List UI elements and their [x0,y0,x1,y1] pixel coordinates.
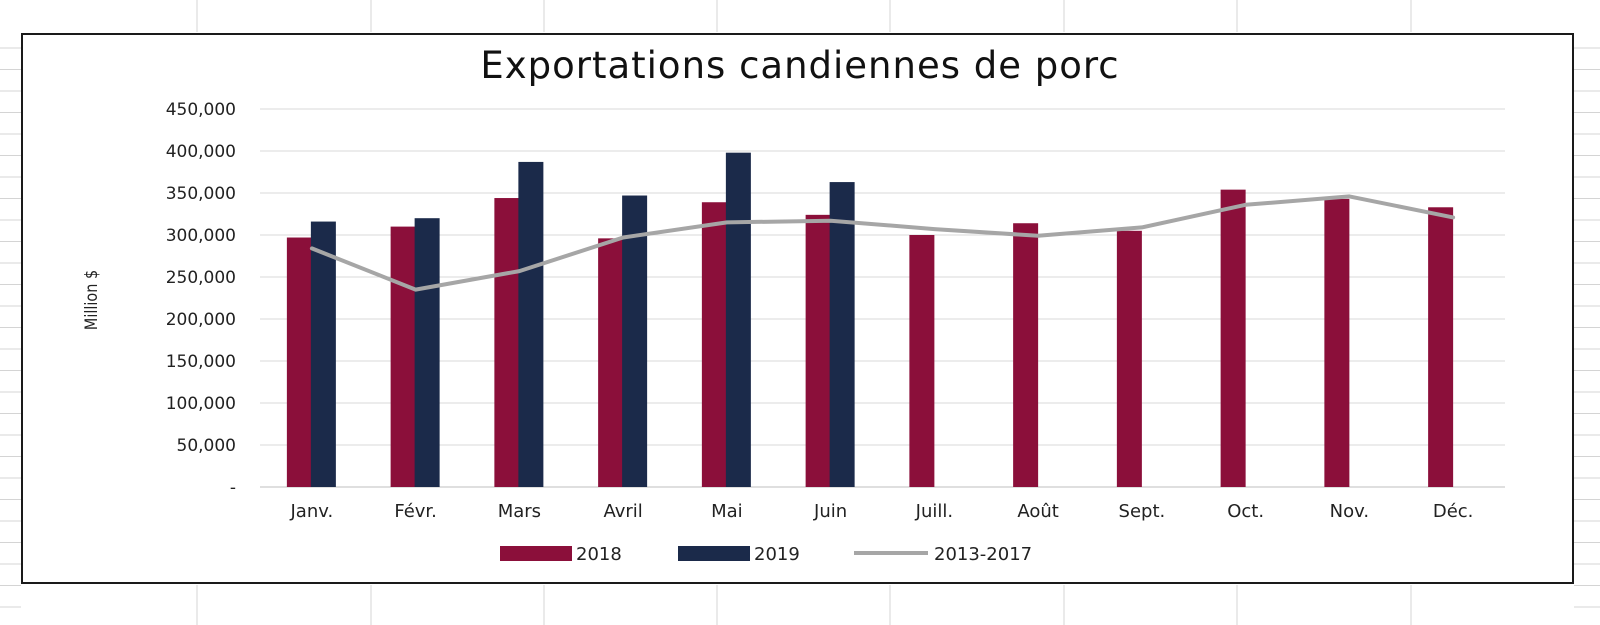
bar-2018 [1428,207,1454,487]
y-tick-label: - [230,478,236,498]
x-tick-label: Mars [498,501,541,522]
bar-2018 [1013,223,1039,488]
x-tick-label: Sept. [1119,501,1166,522]
bar-2018 [598,238,624,487]
x-tick-label: Janv. [290,501,334,522]
line-2013-2017 [309,194,1456,292]
bar-2018 [494,198,520,488]
y-axis-label-group: Million $ [81,270,101,330]
x-tick-label: Avril [603,501,642,522]
x-tick-label: Févr. [394,501,437,522]
bar-2018 [1220,189,1246,487]
y-tick-label: 50,000 [177,436,236,456]
y-tick-label: 150,000 [166,352,236,372]
y-axis-tick-labels: - 50,000 100,000 150,000 200,000 250,000 300,0… [166,100,236,498]
x-axis-tick-labels: Janv. Févr. Mars Avril Mai Juin Juill. Août Sept… [290,501,1474,522]
bar-2019 [829,182,855,487]
legend-swatch [500,546,572,561]
x-tick-label: Mai [711,501,743,522]
chart-frame[interactable] [21,33,1574,584]
bar-2018 [701,202,727,488]
y-tick-label: 200,000 [166,310,236,330]
bar-2018 [390,226,416,487]
bar-series [286,152,1454,488]
bar-2018 [286,237,312,487]
x-tick-label: Déc. [1433,501,1474,522]
y-tick-label: 300,000 [166,226,236,246]
x-tick-label: Juill. [915,501,953,522]
legend-swatch [678,546,750,561]
y-tick-label: 250,000 [166,268,236,288]
gridlines [260,108,1505,488]
y-tick-label: 400,000 [166,142,236,162]
legend-label: 2013-2017 [934,544,1032,565]
line-series [309,194,1456,292]
y-tick-label: 350,000 [166,184,236,204]
x-tick-label: Oct. [1227,501,1264,522]
bar-2018 [805,214,831,487]
bar-2019 [414,218,440,487]
bar-2019 [725,152,751,487]
bar-2019 [310,221,336,487]
bar-2018 [1324,198,1350,487]
x-tick-label: Nov. [1330,501,1369,522]
bar-2019 [518,161,544,488]
bar-2019 [622,195,648,487]
bar-2018 [909,235,935,487]
legend-label: 2018 [576,544,622,565]
bar-2018 [1116,230,1142,488]
y-tick-label: 100,000 [166,394,236,414]
legend-label: 2019 [754,544,800,565]
x-tick-label: Juin [813,501,847,522]
x-tick-label: Août [1017,501,1058,522]
legend: 2018 2019 2013-2017 [500,544,1032,565]
y-tick-label: 450,000 [166,100,236,120]
chart-title: Exportations candiennes de porc [480,44,1120,87]
y-axis-label: Million $ [81,270,101,330]
